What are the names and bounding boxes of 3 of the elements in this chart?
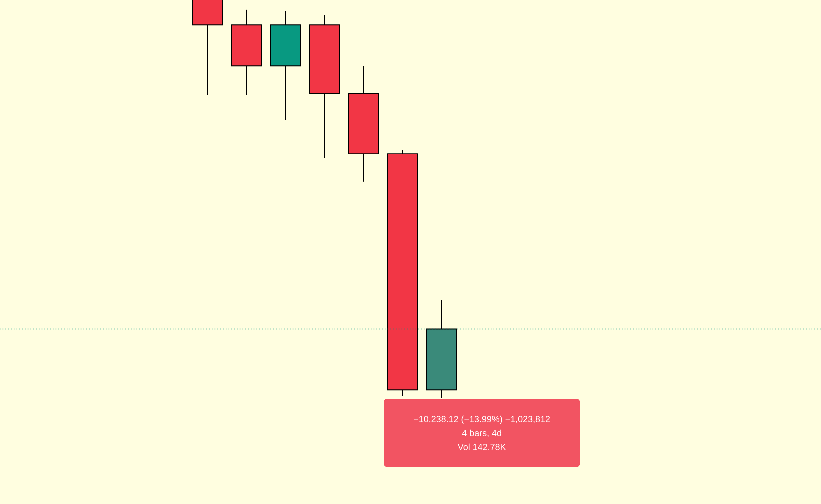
text: −10,238.12 (−13.99%) −1,023,812 — [414, 416, 550, 424]
text: Vol 142.78K — [458, 444, 506, 450]
text: 4 bars, 4d — [462, 430, 502, 438]
